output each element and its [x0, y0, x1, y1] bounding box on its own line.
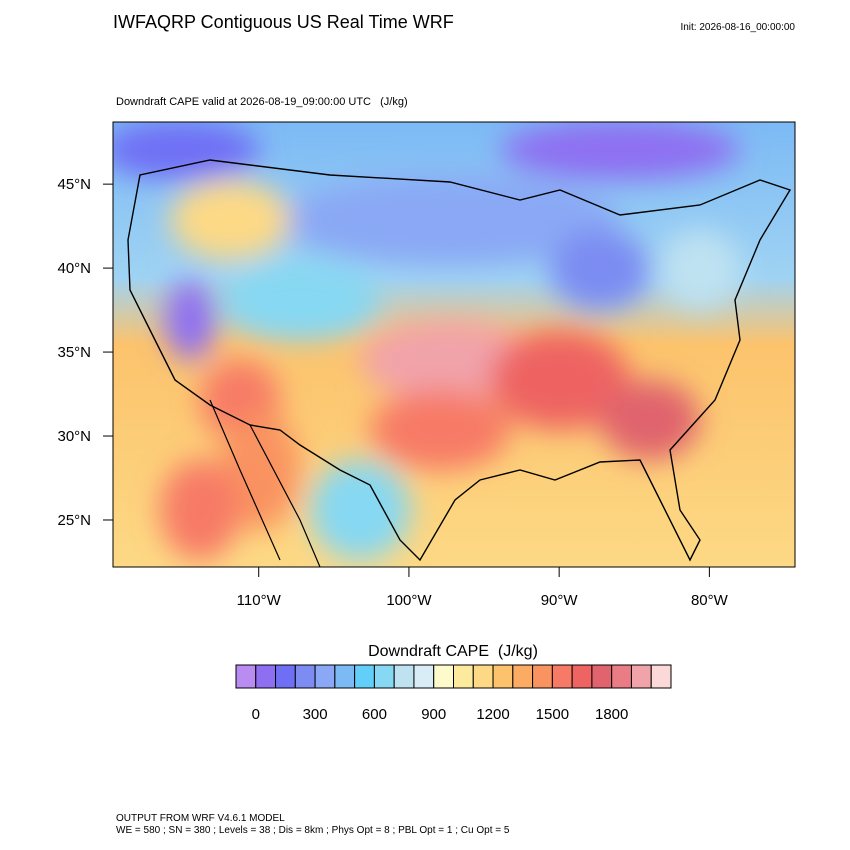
colorbar-box: [472, 664, 494, 689]
map-frame: [112, 121, 796, 568]
colorbar-box: [611, 664, 632, 689]
colorbar-box: [393, 664, 415, 689]
colorbar-box: [650, 664, 672, 689]
colorbar-label: 1800: [595, 706, 628, 723]
colorbar-label: 600: [362, 706, 387, 723]
colorbar-box: [235, 664, 257, 689]
colorbar-label: 1500: [536, 706, 569, 723]
title: IWFAQRP Contiguous US Real Time WRF: [113, 12, 454, 32]
lon-label: 100°W: [386, 592, 432, 609]
colorbar-box: [413, 664, 435, 689]
colorbar-label: 1200: [476, 706, 509, 723]
colorbar-box: [532, 664, 553, 689]
colorbar-box: [373, 664, 395, 689]
lat-label: 40°N: [57, 260, 91, 277]
colorbar-title: Downdraft CAPE (J/kg): [368, 643, 538, 660]
colorbar-box: [334, 664, 356, 689]
lon-label: 110°W: [237, 592, 282, 609]
colorbar-label: 0: [252, 706, 260, 723]
colorbar-label: 900: [421, 706, 446, 723]
colorbar-box: [571, 664, 593, 689]
lat-label: 45°N: [57, 176, 91, 193]
colorbar-box: [275, 664, 296, 689]
lat-label: 30°N: [57, 428, 91, 445]
colorbar-box: [512, 664, 534, 689]
lon-label: 80°W: [691, 592, 729, 609]
footer-line: OUTPUT FROM WRF V4.6.1 MODEL: [116, 813, 285, 824]
colorbar-box: [591, 664, 613, 689]
colorbar-box: [294, 664, 316, 689]
map-field: [113, 122, 795, 567]
colorbar-label: 300: [303, 706, 328, 723]
subtitle: Downdraft CAPE valid at 2026-08-19_09:00…: [116, 96, 408, 108]
colorbar-box: [630, 664, 652, 689]
colorbar-box: [314, 664, 336, 689]
lat-label: 25°N: [57, 512, 91, 529]
colorbar-box: [453, 664, 474, 689]
colorbar-box: [255, 664, 277, 689]
colorbar-box: [433, 664, 454, 689]
footer-line: WE = 580 ; SN = 380 ; Levels = 38 ; Dis …: [116, 825, 510, 836]
colorbar-box: [492, 664, 514, 689]
lon-label: 90°W: [541, 592, 579, 609]
lat-label: 35°N: [57, 344, 91, 361]
init-time: Init: 2026-08-16_00:00:00: [680, 22, 795, 33]
colorbar-box: [551, 664, 573, 689]
colorbar-box: [354, 664, 375, 689]
